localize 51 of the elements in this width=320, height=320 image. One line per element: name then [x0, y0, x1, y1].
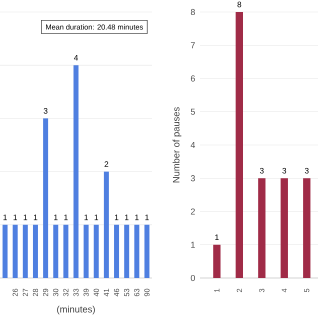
data-label: 3: [44, 108, 48, 114]
y-tick-label: 3: [190, 175, 195, 182]
bar: [32, 224, 38, 278]
data-label: 3: [304, 168, 309, 174]
y-tick-label: 4: [190, 142, 196, 148]
data-label: 1: [54, 214, 58, 220]
data-label: 1: [14, 214, 18, 220]
y-tick-label: 1: [191, 242, 195, 248]
bar: [63, 224, 68, 278]
bar: [94, 224, 99, 278]
bar: [124, 224, 130, 278]
bar: [303, 178, 310, 278]
bar: [213, 244, 221, 278]
y-tick-label: 0: [190, 274, 195, 282]
data-label: 1: [24, 214, 28, 220]
data-label: 8: [237, 2, 242, 8]
bar: [2, 224, 8, 278]
data-label: 1: [145, 214, 149, 220]
bar: [134, 224, 140, 278]
y-axis-title: Number of pauses: [172, 107, 182, 182]
y-tick-label: 8: [190, 8, 195, 16]
bar: [144, 224, 150, 278]
bar: [258, 178, 266, 278]
bar: [22, 224, 28, 278]
y-tick-label: 7: [190, 42, 195, 48]
data-label: 1: [64, 214, 68, 220]
data-label: 3: [260, 168, 264, 174]
data-label: 1: [84, 214, 88, 220]
y-tick-label: 5: [190, 108, 195, 115]
data-label: 1: [114, 214, 118, 220]
data-label: 1: [34, 214, 38, 220]
y-tick-label: 6: [190, 75, 195, 82]
bar: [280, 178, 288, 278]
bar: [12, 224, 18, 278]
data-label: 1: [125, 214, 128, 220]
y-tick-label: 2: [190, 208, 195, 215]
bar: [53, 224, 58, 278]
data-label: 2: [104, 161, 108, 167]
data-label: 1: [94, 214, 98, 220]
bar: [84, 224, 89, 278]
x-axis-title: (minutes): [57, 306, 95, 314]
bar: [43, 118, 48, 278]
data-label: 1: [3, 214, 7, 220]
bar: [236, 12, 244, 278]
bar: [104, 172, 109, 278]
bar: [74, 65, 79, 278]
data-label: 1: [215, 234, 219, 240]
bar: [114, 224, 120, 278]
data-label: 4: [74, 54, 78, 60]
data-label: 1: [135, 214, 139, 220]
data-label: 3: [282, 168, 286, 174]
